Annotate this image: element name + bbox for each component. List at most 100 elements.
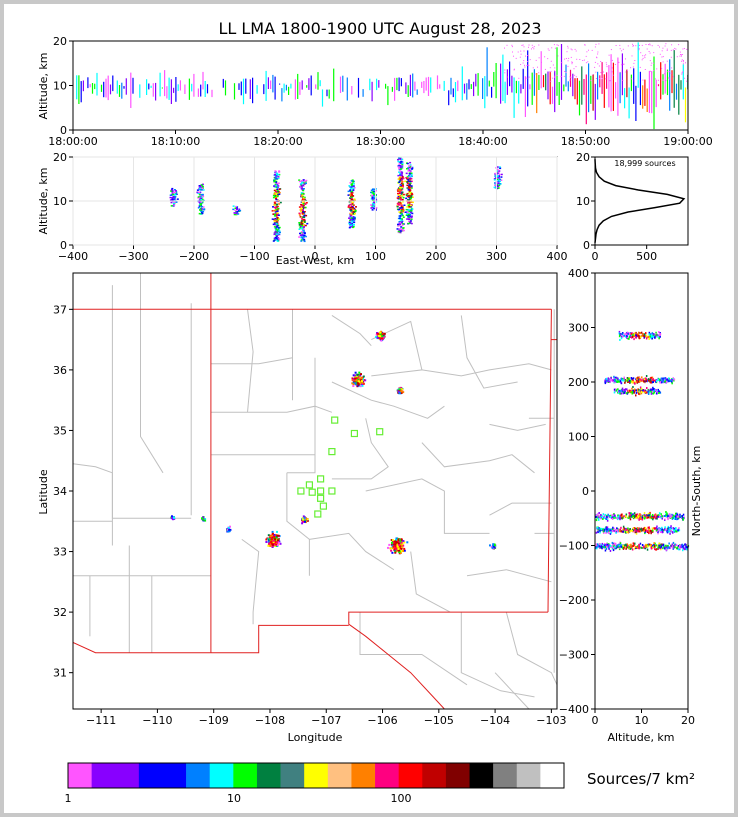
plan-view-source — [395, 548, 398, 551]
ew-altitude-source — [273, 201, 276, 204]
time-height-sparse-source — [633, 62, 635, 64]
ew-altitude-source — [300, 220, 303, 222]
ns-altitude-source — [648, 389, 650, 392]
county-boundary-line — [466, 569, 552, 583]
ns-altitude-source — [613, 514, 616, 517]
ew-altitude-source — [397, 225, 400, 227]
ns-altitude-source — [658, 542, 660, 545]
colorbar-swatch — [280, 763, 305, 788]
time-height-source-bin — [660, 62, 662, 100]
ns-altitude-source — [630, 543, 632, 546]
county-boundary-line — [421, 442, 535, 474]
plan-view-source — [277, 534, 280, 537]
ns-altitude-source — [607, 516, 609, 519]
ns-altitude-source — [664, 547, 666, 550]
plan-view-source — [352, 382, 355, 384]
plan-view-source — [202, 518, 205, 521]
ns-altitude-source — [613, 375, 615, 378]
plan-view-source — [361, 384, 364, 387]
ns-altitude-source — [601, 545, 603, 548]
ew-altitude-source — [500, 173, 503, 176]
time-height-source-bin — [319, 80, 321, 87]
ns-altitude-source — [602, 546, 604, 548]
ns-altitude-source — [677, 544, 680, 547]
ew-altitude-source — [351, 196, 354, 198]
ew-altitude-source — [407, 167, 410, 170]
ew-altitude-source — [399, 184, 402, 186]
time-height-source-bin — [617, 57, 619, 116]
ew-altitude-source — [406, 176, 409, 178]
ns-altitude-source — [651, 334, 653, 336]
ns-altitude-source — [657, 514, 659, 517]
ns-altitude-source — [668, 528, 670, 531]
time-height-sparse-source — [586, 51, 588, 53]
time-height-sparse-source — [511, 44, 513, 46]
ns-altitude-source — [619, 518, 621, 521]
ns-altitude-source — [616, 530, 619, 533]
ew-altitude-source — [276, 210, 279, 212]
plan-view-source — [382, 337, 384, 340]
ns-altitude-source — [625, 379, 628, 382]
ew-altitude-xtick-label: −100 — [239, 250, 269, 263]
ns-altitude-source — [630, 336, 632, 338]
time-height-sparse-source — [504, 72, 506, 74]
ew-altitude-source — [399, 189, 402, 191]
ns-altitude-source — [605, 545, 607, 548]
ns-altitude-source — [644, 380, 646, 383]
ns-altitude-source — [638, 334, 640, 337]
colorbar-swatch — [162, 763, 187, 788]
ew-altitude-source — [348, 185, 351, 187]
ns-altitude-source — [619, 338, 621, 341]
ns-altitude-source — [654, 527, 656, 530]
ew-altitude-source — [276, 220, 279, 223]
ew-altitude-source — [350, 195, 353, 197]
ns-altitude-source — [671, 546, 674, 549]
time-height-source-bin — [547, 71, 549, 100]
ew-altitude-source — [301, 226, 304, 228]
ns-altitude-source — [633, 390, 636, 393]
ns-altitude-source — [639, 530, 642, 533]
ns-altitude-source — [595, 531, 598, 534]
ew-altitude-source — [171, 192, 174, 194]
plan-view-source — [301, 521, 304, 523]
ns-altitude-source — [655, 544, 658, 547]
plan-view-source — [358, 371, 361, 374]
time-height-sparse-source — [638, 49, 640, 51]
ew-altitude-source — [277, 207, 280, 210]
ns-altitude-source — [619, 392, 621, 395]
ew-altitude-source — [273, 193, 276, 195]
lma-station-marker — [314, 510, 322, 518]
plan-view-source — [276, 530, 278, 533]
plan-view-source — [355, 377, 357, 380]
ew-altitude-source — [276, 190, 279, 192]
ns-altitude-source — [618, 330, 621, 333]
time-height-sparse-source — [523, 50, 525, 52]
time-height-sparse-source — [571, 49, 573, 51]
time-height-sparse-source — [557, 44, 559, 46]
ew-altitude-source — [275, 173, 278, 176]
ns-altitude-source — [634, 542, 636, 545]
plan-view-source — [379, 335, 382, 338]
ew-altitude-source — [409, 164, 412, 166]
ns-altitude-source — [636, 528, 639, 531]
time-height-source-bin — [443, 80, 445, 91]
ew-altitude-source — [402, 229, 405, 232]
ns-altitude-source — [635, 529, 637, 532]
ew-altitude-source — [497, 185, 500, 188]
ns-altitude-source — [657, 334, 659, 337]
ew-altitude-source — [404, 180, 407, 183]
ns-altitude-source — [650, 335, 653, 338]
ns-altitude-source — [674, 546, 676, 549]
ew-altitude-source — [497, 177, 500, 179]
ew-altitude-source — [173, 201, 176, 203]
figure-title: LL LMA 1800-1900 UTC August 28, 2023 — [218, 19, 541, 38]
plan-view-source — [394, 545, 397, 548]
time-height-sparse-source — [606, 66, 608, 68]
ew-altitude-source — [299, 225, 302, 227]
ns-altitude-source — [639, 380, 641, 383]
plan-view-source — [392, 545, 395, 548]
ns-altitude-source — [626, 377, 629, 379]
ew-altitude-source — [275, 181, 277, 183]
ns-altitude-source — [682, 549, 684, 552]
time-height-sparse-source — [651, 72, 653, 74]
